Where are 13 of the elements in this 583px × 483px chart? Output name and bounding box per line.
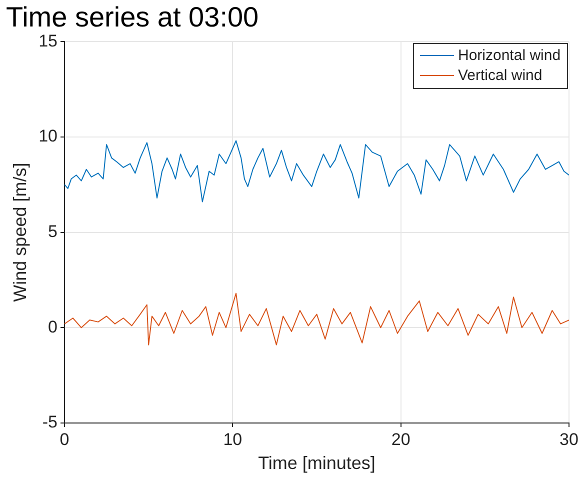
- y-tick-label: 5: [48, 222, 58, 241]
- y-tick-label: 15: [38, 31, 58, 50]
- y-tick-label: 0: [48, 317, 58, 336]
- y-tick-label: -5: [42, 412, 58, 432]
- x-tick-label: 20: [391, 430, 410, 449]
- chart-title: Time series at 03:00: [6, 2, 259, 33]
- x-tick-label: 10: [223, 430, 242, 449]
- y-tick-label: 10: [38, 126, 58, 146]
- x-tick-label: 30: [560, 430, 578, 449]
- legend-label: Horizontal wind: [458, 47, 561, 64]
- y-axis-title: Wind speed [m/s]: [10, 162, 30, 302]
- legend-label: Vertical wind: [458, 67, 542, 84]
- x-axis-title: Time [minutes]: [258, 453, 376, 474]
